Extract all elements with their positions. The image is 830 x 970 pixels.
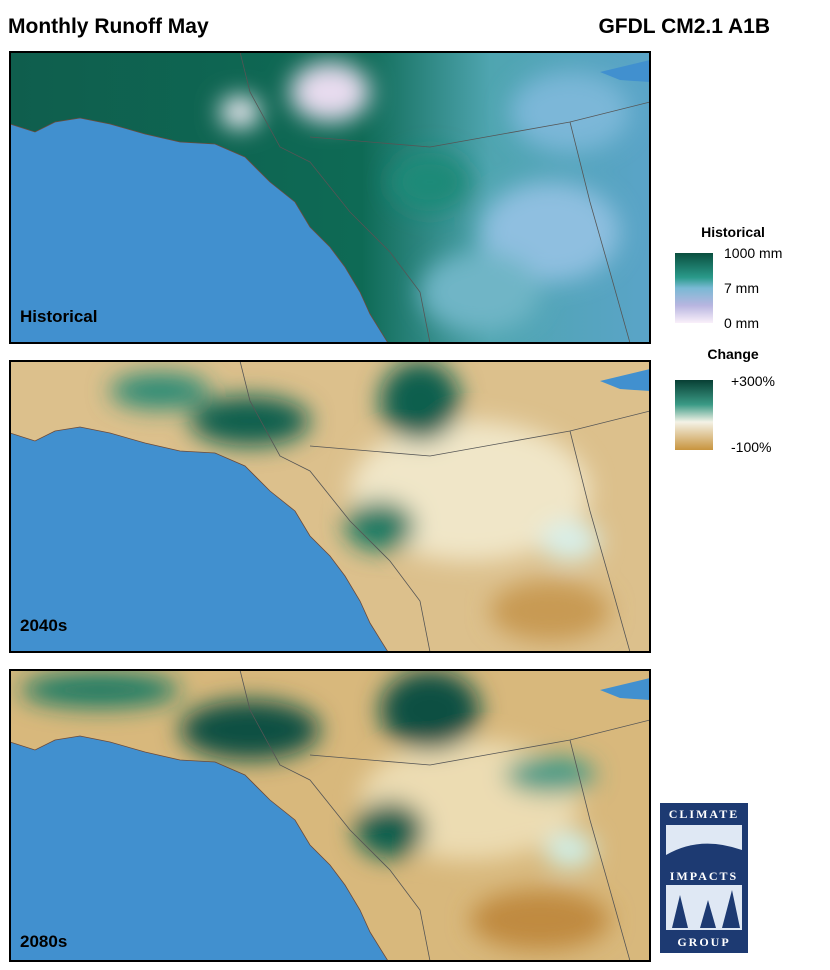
legend-label: 7 mm bbox=[724, 280, 759, 296]
logo-text: CLIMATE bbox=[669, 807, 739, 821]
legend-label: -100% bbox=[731, 439, 771, 455]
model: GFDL CM2.1 A1B bbox=[598, 15, 770, 38]
legend-label: +300% bbox=[731, 373, 775, 389]
legend-label: 0 mm bbox=[724, 315, 759, 331]
logo-text: GROUP bbox=[677, 935, 730, 949]
legend-label: 1000 mm bbox=[724, 245, 782, 261]
panel-label: 2080s bbox=[20, 932, 67, 951]
logo: CLIMATE IMPACTS GROUP bbox=[660, 803, 748, 953]
color-bar bbox=[675, 380, 713, 450]
panel-label: Historical bbox=[20, 307, 97, 326]
legend: Historical 1000 mm 7 mm 0 mm Change +300… bbox=[675, 224, 782, 455]
map-panel: 2040s bbox=[9, 360, 651, 653]
panel-label: 2040s bbox=[20, 616, 67, 635]
map-panel: 2080s bbox=[9, 669, 651, 962]
title: Monthly Runoff May bbox=[8, 15, 209, 38]
legend-title: Historical bbox=[701, 224, 765, 240]
legend-title: Change bbox=[707, 346, 759, 362]
logo-text: IMPACTS bbox=[670, 869, 738, 883]
color-bar bbox=[675, 253, 713, 323]
map-panel: Historical bbox=[9, 51, 651, 344]
